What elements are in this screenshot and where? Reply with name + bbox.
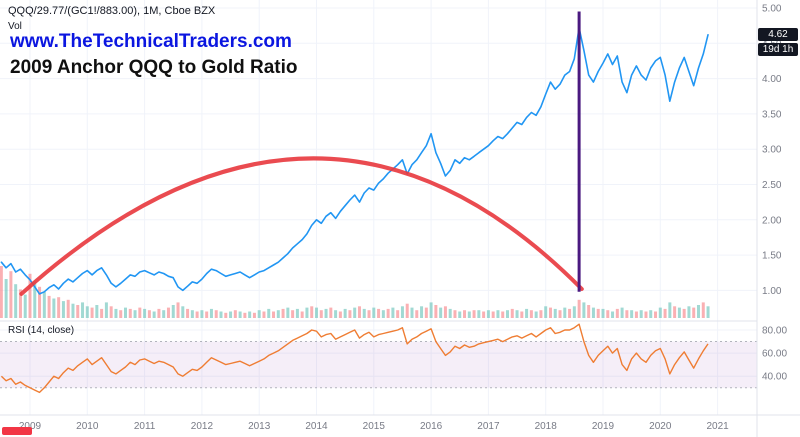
price-axis-tick: 4.00 bbox=[762, 74, 782, 85]
time-axis-tick: 2021 bbox=[706, 421, 729, 432]
rsi-axis-tick: 40.00 bbox=[762, 372, 787, 383]
bottom-left-red-badge[interactable] bbox=[2, 427, 32, 435]
time-axis-tick: 2012 bbox=[191, 421, 214, 432]
time-axis-tick: 2009 bbox=[19, 421, 42, 432]
price-axis-tick: 1.50 bbox=[762, 251, 782, 262]
last-price-badge: 4.62 bbox=[758, 28, 798, 41]
time-axis-tick: 2019 bbox=[592, 421, 615, 432]
bar-countdown-badge: 19d 1h bbox=[758, 43, 798, 56]
symbol-legend[interactable]: QQQ/29.77/(GC1!/883.00), 1M, Cboe BZX bbox=[8, 5, 216, 17]
price-axis-tick: 3.00 bbox=[762, 145, 782, 156]
rsi-line-series[interactable] bbox=[0, 323, 709, 394]
price-axis-tick: 1.00 bbox=[762, 286, 782, 297]
time-axis-tick: 2010 bbox=[76, 421, 99, 432]
time-axis-tick: 2013 bbox=[248, 421, 271, 432]
time-axis-tick: 2016 bbox=[420, 421, 443, 432]
time-axis-tick: 2017 bbox=[477, 421, 500, 432]
rsi-axis-tick: 80.00 bbox=[762, 326, 787, 337]
time-axis-tick: 2015 bbox=[363, 421, 386, 432]
watermark-chart-title[interactable]: 2009 Anchor QQQ to Gold Ratio bbox=[10, 57, 298, 78]
rsi-band bbox=[0, 341, 757, 388]
watermark-site-url[interactable]: www.TheTechnicalTraders.com bbox=[10, 31, 292, 52]
red-arc-drawing[interactable] bbox=[19, 156, 584, 296]
grid bbox=[0, 0, 757, 415]
price-axis-tick: 5.00 bbox=[762, 4, 782, 15]
time-axis-tick: 2011 bbox=[134, 421, 156, 432]
price-axis-tick: 2.50 bbox=[762, 180, 782, 191]
rsi-legend[interactable]: RSI (14, close) bbox=[8, 325, 75, 336]
time-axis-tick: 2018 bbox=[535, 421, 558, 432]
price-axis[interactable] bbox=[757, 0, 800, 415]
time-axis-tick: 2014 bbox=[305, 421, 328, 432]
time-axis[interactable] bbox=[0, 415, 800, 437]
price-axis-tick: 3.50 bbox=[762, 109, 782, 120]
volume-legend[interactable]: Vol bbox=[8, 21, 22, 32]
price-line-series[interactable] bbox=[0, 27, 709, 295]
price-axis-tick: 2.00 bbox=[762, 215, 782, 226]
time-axis-tick: 2020 bbox=[649, 421, 672, 432]
volume-series[interactable] bbox=[0, 266, 710, 318]
rsi-axis-tick: 60.00 bbox=[762, 349, 787, 360]
